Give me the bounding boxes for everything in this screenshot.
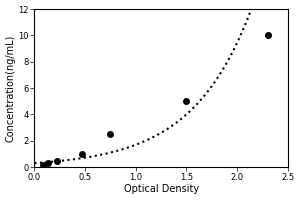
Point [80,152,84,156]
Y-axis label: Concentration(ng/mL): Concentration(ng/mL) [6,34,16,142]
Point [54,159,59,162]
Point [45,162,50,165]
Point [265,34,270,37]
Point [184,100,189,103]
X-axis label: Optical Density: Optical Density [124,184,199,194]
Point [40,164,45,167]
Point [108,133,113,136]
